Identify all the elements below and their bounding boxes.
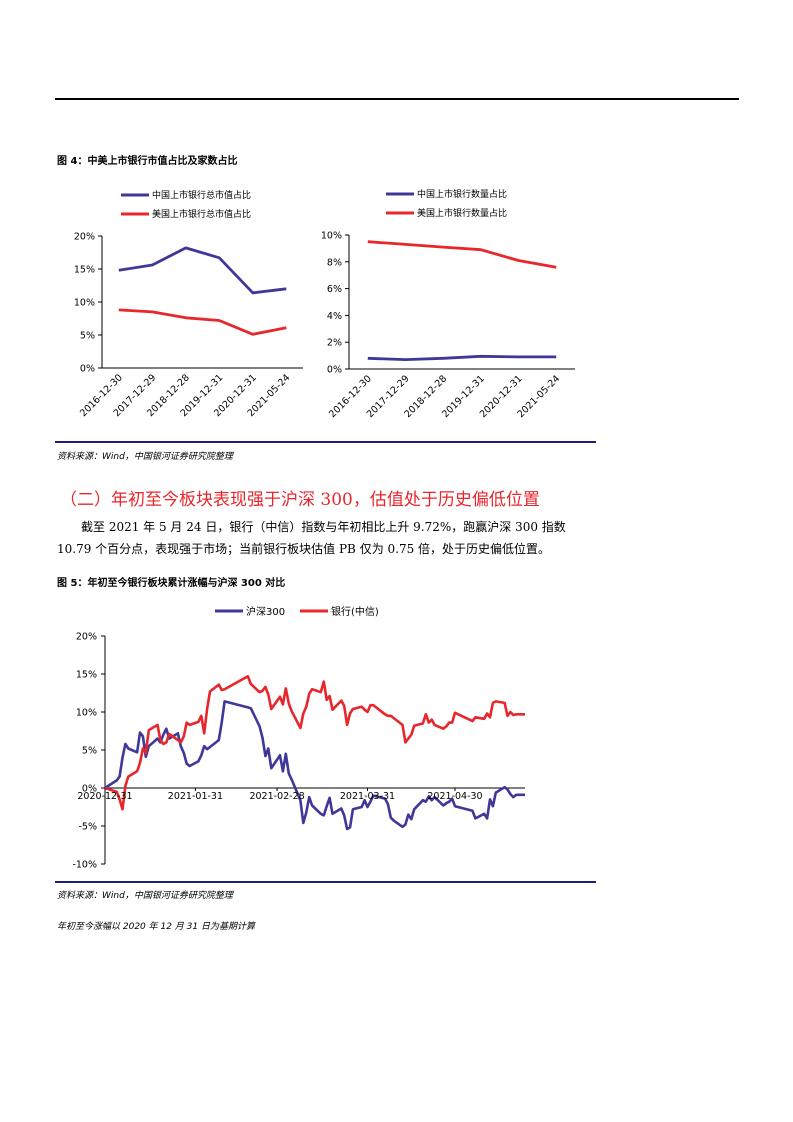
x-tick-label: 2021-03-31 — [340, 791, 395, 802]
figure5-chart: 沪深300 银行(中信) -10% -5% 0% 5% 10% 15% 20% 2020-12-3… — [72, 605, 525, 871]
y-tick-label: 2% — [327, 338, 342, 349]
paragraph-text: 截至 2021 年 5 月 24 日，银行（中信）指数与年初相比上升 9.72%… — [57, 520, 566, 556]
figure4-left-chart: 中国上市银行总市值占比美国上市银行总市值占比0%5%10%15%20%2016-… — [74, 189, 303, 419]
y-tick-label: 8% — [327, 257, 342, 268]
legend-label: 银行(中信) — [331, 605, 379, 618]
y-tick-label: 5% — [82, 746, 97, 757]
figure5-source: 资料来源：Wind，中国银河证券研究院整理 — [57, 891, 233, 901]
legend-label: 沪深300 — [246, 605, 285, 618]
y-tick-label: 15% — [76, 670, 97, 681]
series-line-1 — [367, 240, 557, 269]
figure4-source: 资料来源：Wind，中国银河证券研究院整理 — [57, 452, 233, 462]
section-paragraph: 截至 2021 年 5 月 24 日，银行（中信）指数与年初相比上升 9.72%… — [57, 516, 602, 560]
y-tick-label: 20% — [76, 632, 97, 643]
x-tick-label: 2020-12-31 — [77, 791, 132, 802]
y-tick-label: 10% — [74, 298, 95, 309]
legend-label: 美国上市银行总市值占比 — [152, 208, 251, 220]
y-tick-label: 0% — [80, 364, 95, 375]
figure5-caption: 图 5：年初至今银行板块累计涨幅与沪深 300 对比 — [57, 578, 286, 589]
series-line-0 — [367, 354, 557, 362]
legend-label: 中国上市银行数量占比 — [417, 188, 507, 200]
legend-label: 美国上市银行数量占比 — [417, 207, 507, 219]
series-line-0 — [104, 700, 525, 831]
y-tick-label: 20% — [74, 232, 95, 243]
series-line-0 — [118, 246, 287, 295]
figure4-bottom-rule — [55, 441, 596, 443]
figure4-right-chart: 中国上市银行数量占比美国上市银行数量占比0%2%4%6%8%10%2016-12… — [321, 188, 575, 420]
section-title: （二）年初至今板块表现强于沪深 300，估值处于历史偏低位置 — [60, 490, 540, 510]
y-tick-label: 10% — [321, 231, 342, 242]
figure4-caption: 图 4：中美上市银行市值占比及家数占比 — [57, 156, 238, 167]
x-tick-label: 2021-01-31 — [168, 791, 223, 802]
legend-label: 中国上市银行总市值占比 — [152, 189, 251, 201]
figure5-bottom-rule — [55, 881, 596, 883]
y-tick-label: 0% — [82, 784, 97, 795]
header-rule — [55, 98, 739, 100]
y-tick-label: 0% — [327, 365, 342, 376]
x-tick-label: 2021-02-28 — [249, 791, 304, 802]
series-line-1 — [104, 675, 525, 811]
y-tick-label: -10% — [72, 860, 97, 871]
y-tick-label: 5% — [80, 331, 95, 342]
y-tick-label: 10% — [76, 708, 97, 719]
y-tick-label: -5% — [79, 822, 98, 833]
y-tick-label: 4% — [327, 311, 342, 322]
x-tick-label: 2021-04-30 — [427, 791, 482, 802]
y-tick-label: 15% — [74, 265, 95, 276]
series-line-1 — [118, 308, 287, 336]
figure5-note: 年初至今涨幅以 2020 年 12 月 31 日为基期计算 — [57, 922, 255, 932]
y-tick-label: 6% — [327, 284, 342, 295]
